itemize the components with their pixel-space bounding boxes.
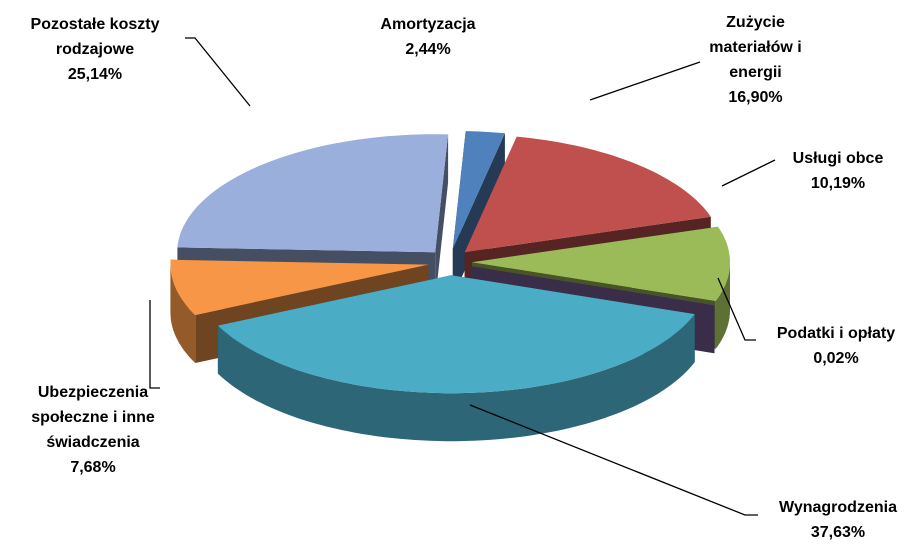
- value-label: 16,90%: [728, 89, 783, 106]
- slice-side: [435, 134, 449, 301]
- slice-wall: [170, 264, 196, 363]
- leader-line: [149, 300, 160, 389]
- value-label: 7,68%: [70, 459, 116, 476]
- label: Usługi obce 10,19%: [768, 146, 908, 196]
- slice-wall: [217, 314, 695, 442]
- slice: [464, 136, 711, 253]
- category-label: Amortyzacja: [380, 16, 476, 33]
- category-label: Usługi obce: [792, 150, 884, 167]
- value-label: 10,19%: [810, 175, 866, 192]
- leader-line: [721, 159, 776, 187]
- slice: [470, 266, 715, 306]
- category-label: Wynagrodzenia: [779, 499, 897, 516]
- label: Pozostałe koszty rodzajowe 25,14%: [5, 12, 185, 87]
- category-label: Zużycie materiałów i energii: [709, 14, 802, 81]
- value-label: 37,63%: [810, 524, 866, 541]
- slice: [452, 131, 505, 249]
- leader-line: [589, 61, 701, 101]
- slice: [217, 275, 695, 394]
- category-label: Pozostałe koszty rodzajowe: [30, 16, 160, 58]
- leader-line: [185, 37, 251, 107]
- value-label: 2,44%: [405, 41, 451, 58]
- category-label: Podatki i opłaty: [776, 325, 896, 342]
- slice: [170, 259, 429, 315]
- label: Wynagrodzenia 37,63%: [758, 495, 918, 545]
- slice: [177, 134, 449, 253]
- slice-wall: [715, 262, 730, 349]
- category-label: Ubezpieczenia społeczne i inne świadczen…: [31, 384, 155, 451]
- label: Zużycie materiałów i energii 16,90%: [703, 10, 808, 110]
- leader-line: [717, 277, 756, 341]
- leader-line: [469, 404, 758, 516]
- value-label: 0,02%: [813, 350, 859, 367]
- label: Amortyzacja 2,44%: [358, 12, 498, 62]
- slice: [472, 226, 730, 301]
- label: Ubezpieczenia społeczne i inne świadczen…: [0, 380, 186, 480]
- value-label: 25,14%: [67, 66, 123, 83]
- label: Podatki i opłaty 0,02%: [756, 321, 916, 371]
